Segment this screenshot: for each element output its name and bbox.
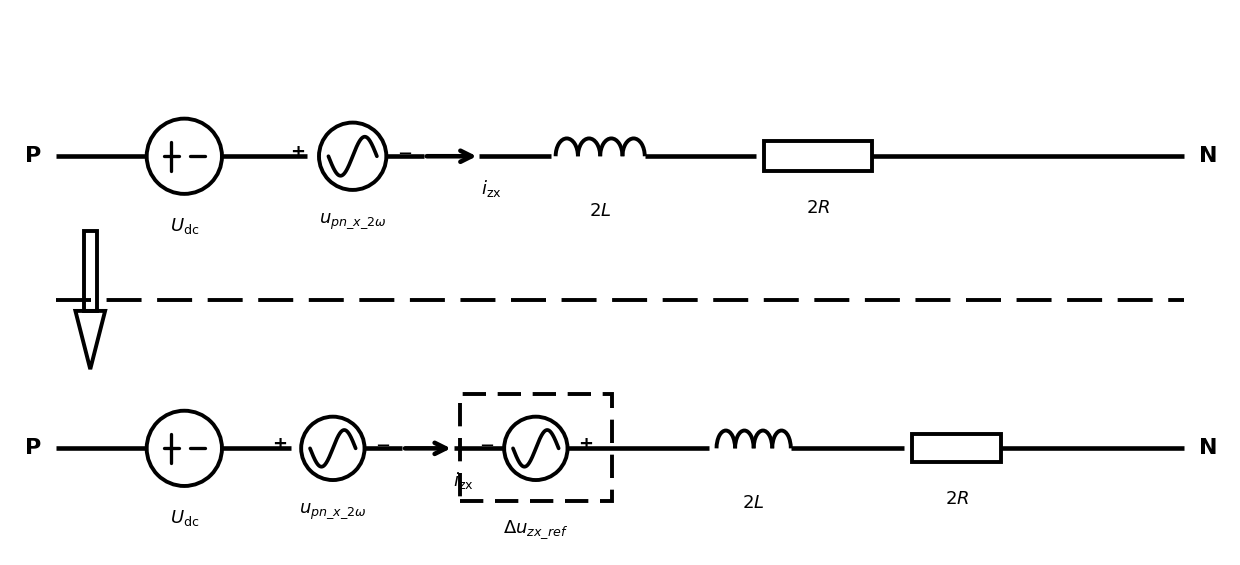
Text: $u_{pn\_x\_2\omega}$: $u_{pn\_x\_2\omega}$ [299,502,367,521]
Circle shape [146,119,222,194]
Text: $i_{\rm zx}$: $i_{\rm zx}$ [453,470,474,491]
Text: $i_{\rm zx}$: $i_{\rm zx}$ [481,178,502,199]
Text: +: + [578,436,593,453]
Text: $U_{\rm dc}$: $U_{\rm dc}$ [170,508,198,528]
Bar [84,231,97,311]
Text: +: + [272,436,286,453]
Circle shape [146,411,222,486]
Circle shape [505,416,568,480]
Text: $U_{\rm dc}$: $U_{\rm dc}$ [170,216,198,236]
Text: N: N [1199,146,1218,166]
Text: +: + [290,144,305,161]
Text: $2L$: $2L$ [743,494,765,512]
Text: P: P [25,438,41,458]
Bar [764,141,873,171]
Circle shape [301,416,365,480]
Circle shape [319,123,387,190]
Text: $2R$: $2R$ [945,490,968,508]
Text: $\Delta u_{zx\_ref}$: $\Delta u_{zx\_ref}$ [503,519,568,541]
Text: $-$: $-$ [374,436,389,453]
Text: $-$: $-$ [479,436,494,453]
Text: $-$: $-$ [397,144,412,161]
Bar [460,394,613,501]
Text: N: N [1199,438,1218,458]
Text: $u_{pn\_x\_2\omega}$: $u_{pn\_x\_2\omega}$ [319,212,387,231]
Text: $2L$: $2L$ [589,202,611,220]
Text: $2R$: $2R$ [806,199,830,217]
Text: P: P [25,146,41,166]
Bar [913,434,1001,462]
